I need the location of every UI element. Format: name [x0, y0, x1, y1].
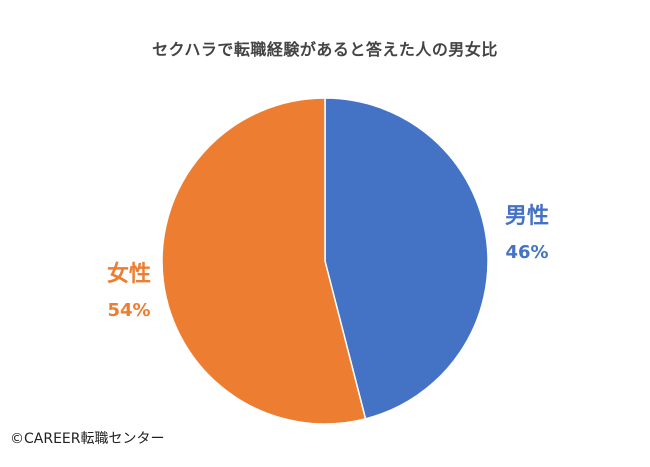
- copyright-credit: ©CAREER転職センター: [10, 431, 165, 447]
- pie-slice-male: [324, 97, 489, 420]
- slice-label-female: 女性 54%: [94, 262, 164, 322]
- slice-name-female: 女性: [106, 262, 151, 287]
- pie-slice-female: [161, 97, 367, 425]
- slice-percent-male: 46%: [505, 242, 549, 263]
- slice-name-male: 男性: [504, 204, 549, 229]
- chart-title: セクハラで転職経験があると答えた人の男女比: [152, 40, 498, 59]
- slice-label-male: 男性 46%: [492, 204, 562, 264]
- pie-slices: [161, 97, 489, 425]
- slice-percent-female: 54%: [107, 300, 151, 321]
